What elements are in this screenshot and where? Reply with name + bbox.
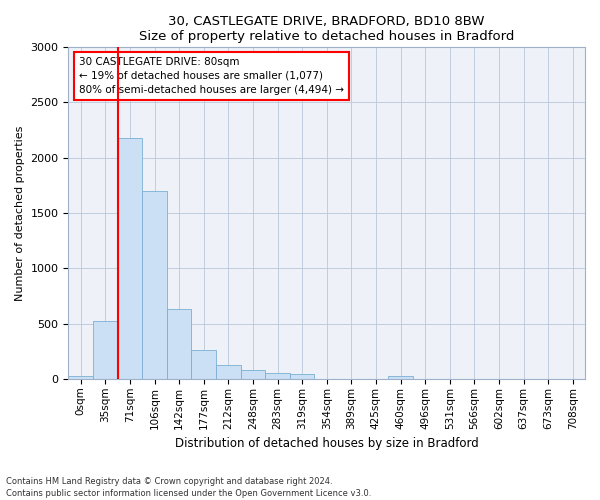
Bar bbox=[118, 138, 142, 379]
Bar bbox=[241, 370, 265, 379]
Bar bbox=[167, 309, 191, 379]
Text: 30 CASTLEGATE DRIVE: 80sqm
← 19% of detached houses are smaller (1,077)
80% of s: 30 CASTLEGATE DRIVE: 80sqm ← 19% of deta… bbox=[79, 57, 344, 95]
Bar bbox=[68, 376, 93, 379]
Bar bbox=[93, 322, 118, 379]
Bar bbox=[388, 376, 413, 379]
Title: 30, CASTLEGATE DRIVE, BRADFORD, BD10 8BW
Size of property relative to detached h: 30, CASTLEGATE DRIVE, BRADFORD, BD10 8BW… bbox=[139, 15, 514, 43]
X-axis label: Distribution of detached houses by size in Bradford: Distribution of detached houses by size … bbox=[175, 437, 479, 450]
Bar bbox=[191, 350, 216, 379]
Bar bbox=[265, 374, 290, 379]
Bar bbox=[216, 364, 241, 379]
Y-axis label: Number of detached properties: Number of detached properties bbox=[15, 125, 25, 300]
Bar bbox=[290, 374, 314, 379]
Bar bbox=[142, 191, 167, 379]
Text: Contains HM Land Registry data © Crown copyright and database right 2024.
Contai: Contains HM Land Registry data © Crown c… bbox=[6, 476, 371, 498]
